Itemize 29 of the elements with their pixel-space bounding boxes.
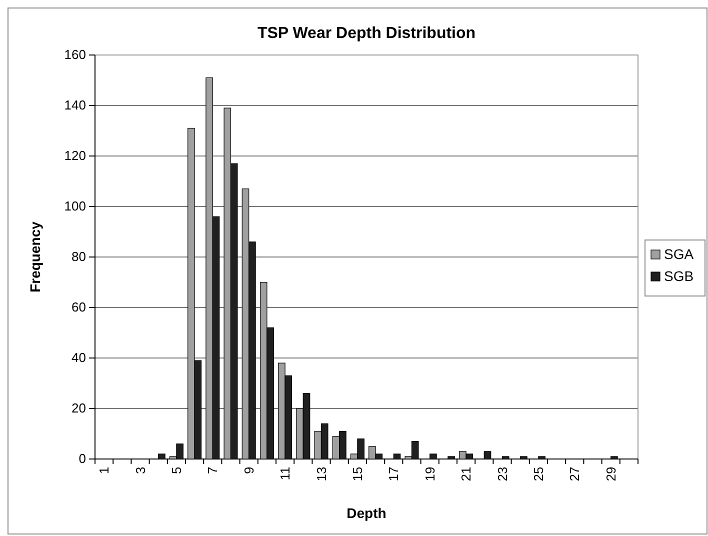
x-tick-label: 9 [241, 466, 256, 474]
x-tick-label: 15 [350, 466, 365, 482]
y-tick-label: 120 [64, 148, 86, 164]
x-tick-label: 27 [567, 466, 582, 482]
chart-title: TSP Wear Depth Distribution [257, 25, 476, 42]
y-tick-label: 160 [64, 47, 86, 62]
x-tick-label: 21 [458, 466, 474, 482]
x-tick-label: 19 [422, 466, 438, 482]
x-tick-label: 11 [278, 466, 293, 480]
y-tick-label: 80 [72, 249, 86, 264]
x-tick-label: 23 [494, 466, 510, 482]
x-tick-label: 25 [531, 466, 546, 482]
legend-label: SGB [664, 268, 694, 284]
y-tick-label: 60 [72, 300, 86, 315]
y-tick-label: 20 [72, 400, 86, 416]
x-tick-label: 3 [132, 466, 148, 474]
y-tick-label: 100 [64, 198, 86, 214]
y-tick-label: 140 [64, 98, 86, 113]
x-axis-title: Depth [346, 505, 386, 521]
x-tick-label: 29 [603, 466, 618, 482]
y-tick-label: 40 [72, 350, 86, 366]
legend-label: SGA [664, 246, 694, 262]
x-tick-label: 5 [169, 466, 184, 474]
y-tick-label: 0 [78, 451, 86, 466]
y-axis-title: Frequency [27, 221, 43, 292]
x-tick-label: 13 [314, 466, 329, 482]
x-tick-label: 17 [386, 466, 402, 482]
x-tick-label: 1 [96, 466, 112, 474]
x-tick-label: 7 [205, 466, 220, 474]
